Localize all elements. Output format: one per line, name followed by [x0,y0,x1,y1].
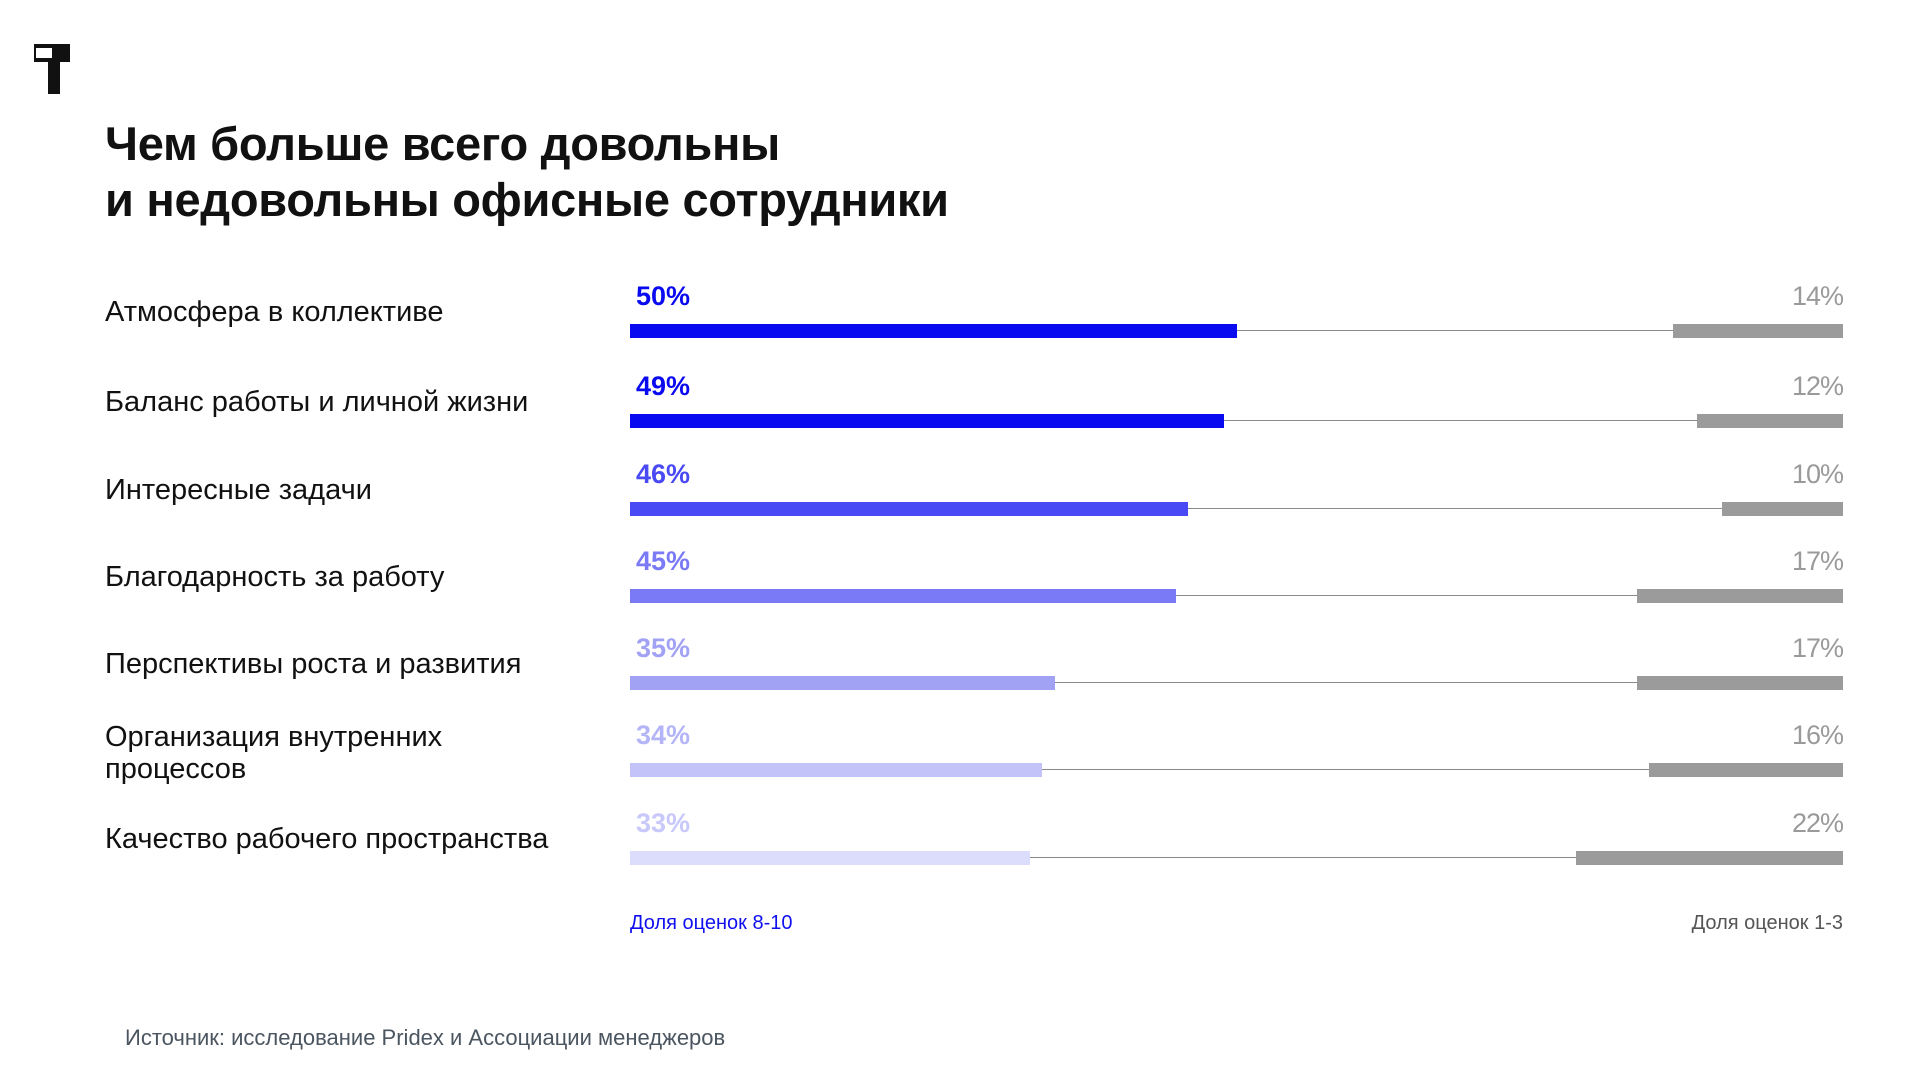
dissatisfied-value-label: 22% [1791,808,1844,838]
satisfied-value-label: 35% [636,633,691,663]
dissatisfied-value-label: 14% [1791,281,1844,311]
dissatisfied-bar [1721,502,1843,516]
category-label: Перспективы роста и развития [105,648,522,680]
category-label: Благодарность за работу [105,561,445,593]
dissatisfied-bar [1673,324,1843,338]
satisfied-value-label: 50% [636,281,691,311]
satisfied-bar [630,763,1043,777]
category-label: Организация внутренних процессов [105,721,443,785]
track-line [630,769,1843,770]
chart-row: Баланс работы и личной жизни 49% 12% [0,371,1920,438]
chart-row: Благодарность за работу 45% 17% [0,546,1920,613]
satisfied-value-label: 46% [636,459,691,489]
chart-row: Организация внутренних процессов 34% 16% [0,720,1920,787]
track-line [630,330,1843,331]
satisfied-bar [630,324,1237,338]
satisfied-value-label: 34% [636,720,691,750]
chart-row: Атмосфера в коллективе 50% 14% [0,281,1920,348]
page-title: Чем больше всего довольны и недовольны о… [105,116,949,228]
legend-satisfied: Доля оценок 8-10 [630,912,793,934]
track-line [630,420,1843,421]
title-line-1: Чем больше всего довольны [105,117,780,170]
satisfied-value-label: 45% [636,546,691,576]
category-label: Интересные задачи [105,474,372,506]
brand-logo-icon [34,44,70,94]
title-line-2: и недовольны офисные сотрудники [105,173,949,226]
track-line [630,682,1843,683]
track-line [630,857,1843,858]
dissatisfied-bar [1697,414,1843,428]
satisfied-bar [630,589,1176,603]
legend-dissatisfied: Доля оценок 1-3 [1691,912,1843,934]
satisfied-value-label: 33% [636,808,691,838]
satisfied-bar [630,676,1055,690]
dissatisfied-value-label: 12% [1791,371,1844,401]
dissatisfied-bar [1636,589,1843,603]
dissatisfied-value-label: 17% [1791,546,1844,576]
satisfied-value-label: 49% [636,371,691,401]
dissatisfied-value-label: 10% [1791,459,1844,489]
source-note: Источник: исследование Pridex и Ассоциац… [125,1025,726,1050]
category-label: Баланс работы и личной жизни [105,386,529,418]
chart-row: Интересные задачи 46% 10% [0,459,1920,526]
satisfied-bar [630,502,1188,516]
chart-row: Перспективы роста и развития 35% 17% [0,633,1920,700]
category-label: Качество рабочего пространства [105,823,549,855]
dissatisfied-bar [1576,851,1843,865]
track-line [630,595,1843,596]
dissatisfied-value-label: 17% [1791,633,1844,663]
satisfied-bar [630,414,1225,428]
chart-row: Качество рабочего пространства 33% 22% [0,808,1920,875]
dissatisfied-bar [1636,676,1843,690]
track-line [630,508,1843,509]
dissatisfied-value-label: 16% [1791,720,1844,750]
satisfied-bar [630,851,1031,865]
dissatisfied-bar [1648,763,1843,777]
category-label: Атмосфера в коллективе [105,296,444,328]
